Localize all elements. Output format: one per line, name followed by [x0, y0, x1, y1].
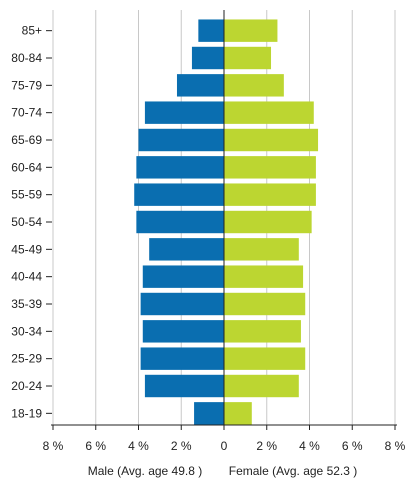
- axes: [51, 10, 397, 430]
- female-axis-title: Female (Avg. age 52.3 ): [229, 464, 358, 478]
- female-bar: [224, 156, 316, 179]
- female-bar: [224, 320, 301, 343]
- age-group-label: 25-29: [11, 352, 42, 366]
- female-bar: [224, 128, 319, 152]
- age-group-label: 70-74: [11, 106, 42, 120]
- x-tick-labels: 8 % 6 % 4 % 2 % 0 2 % 4 % 6 % 8 %: [43, 439, 406, 453]
- male-bars: [134, 19, 224, 425]
- female-bar: [224, 374, 299, 398]
- male-bar: [136, 210, 224, 234]
- male-bar: [140, 292, 224, 316]
- male-bar: [194, 402, 224, 425]
- age-group-label: 20-24: [11, 379, 42, 393]
- x-tick-label: 4 %: [299, 439, 320, 453]
- age-group-label: 55-59: [11, 188, 42, 202]
- male-bar: [149, 238, 224, 261]
- female-bar: [224, 238, 299, 261]
- female-bar: [224, 292, 306, 316]
- x-tick-label: 2 %: [256, 439, 277, 453]
- male-bar: [136, 156, 224, 179]
- x-tick-label: 4 %: [128, 439, 149, 453]
- female-bar: [224, 46, 272, 70]
- male-bar: [142, 320, 224, 343]
- male-bar: [144, 101, 224, 124]
- age-group-label: 60-64: [11, 160, 42, 174]
- age-group-label: 50-54: [11, 215, 42, 229]
- female-bar: [224, 347, 306, 370]
- male-bar: [140, 347, 224, 370]
- female-bar: [224, 265, 304, 288]
- male-axis-title: Male (Avg. age 49.8 ): [88, 464, 203, 478]
- female-bar: [224, 183, 316, 206]
- age-group-label: 18-19: [11, 406, 42, 420]
- male-bar: [134, 183, 224, 206]
- x-tick-label: 2 %: [171, 439, 192, 453]
- female-bar: [224, 402, 252, 425]
- x-tick-label: 8 %: [43, 439, 64, 453]
- male-bar: [191, 46, 224, 70]
- female-bars: [224, 19, 319, 425]
- male-bar: [138, 128, 224, 152]
- male-bar: [142, 265, 224, 288]
- male-bar: [198, 19, 224, 42]
- x-tick-label: 6 %: [85, 439, 106, 453]
- age-group-label: 75-79: [11, 78, 42, 92]
- female-bar: [224, 210, 312, 234]
- age-group-label: 35-39: [11, 297, 42, 311]
- age-group-label: 30-34: [11, 324, 42, 338]
- female-bar: [224, 74, 284, 97]
- male-bar: [144, 374, 224, 398]
- female-bar: [224, 19, 278, 42]
- age-group-label: 40-44: [11, 270, 42, 284]
- age-group-labels: 85+ 80-84 75-79 70-74 65-69 60-64 55-59 50-54 45…: [11, 24, 52, 420]
- age-group-label: 65-69: [11, 133, 42, 147]
- x-tick-label: 0: [221, 439, 228, 453]
- female-bar: [224, 101, 314, 124]
- age-group-label: 85+: [22, 24, 42, 38]
- male-bar: [176, 74, 224, 97]
- age-group-label: 80-84: [11, 51, 42, 65]
- x-tick-label: 8 %: [385, 439, 406, 453]
- x-tick-label: 6 %: [342, 439, 363, 453]
- age-group-label: 45-49: [11, 242, 42, 256]
